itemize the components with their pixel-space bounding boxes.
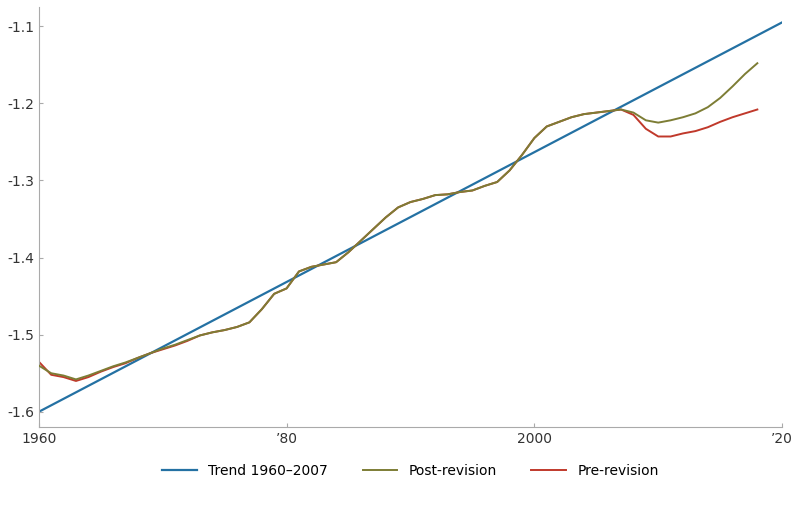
Post-revision bbox=[753, 60, 762, 66]
Post-revision bbox=[418, 196, 428, 202]
Post-revision bbox=[232, 324, 242, 330]
Pre-revision bbox=[71, 378, 81, 384]
Line: Pre-revision: Pre-revision bbox=[39, 109, 758, 381]
Post-revision bbox=[158, 345, 167, 352]
Post-revision bbox=[71, 376, 81, 382]
Pre-revision bbox=[616, 106, 626, 113]
Pre-revision bbox=[232, 324, 242, 330]
Line: Post-revision: Post-revision bbox=[39, 63, 758, 379]
Post-revision bbox=[58, 373, 68, 379]
Legend: Trend 1960–2007, Post-revision, Pre-revision: Trend 1960–2007, Post-revision, Pre-revi… bbox=[157, 458, 664, 483]
Post-revision bbox=[121, 359, 130, 366]
Post-revision bbox=[566, 114, 576, 120]
Pre-revision bbox=[753, 106, 762, 113]
Pre-revision bbox=[566, 114, 576, 120]
Post-revision bbox=[34, 363, 44, 369]
Pre-revision bbox=[58, 374, 68, 380]
Pre-revision bbox=[418, 196, 428, 202]
Pre-revision bbox=[34, 358, 44, 365]
Pre-revision bbox=[121, 360, 130, 366]
Pre-revision bbox=[158, 346, 167, 353]
